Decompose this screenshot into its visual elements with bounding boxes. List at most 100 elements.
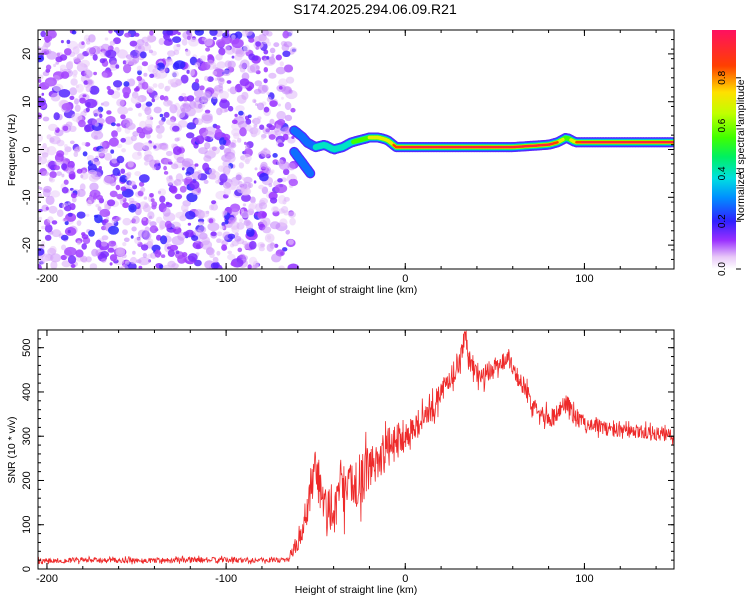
noise-blob [227, 60, 236, 69]
noise-blob [191, 81, 200, 91]
noise-blob [197, 221, 203, 226]
noise-blob [204, 37, 213, 47]
noise-blob [125, 122, 136, 130]
noise-blob [277, 103, 281, 107]
noise-blob [142, 142, 153, 151]
noise-blob [285, 229, 291, 235]
noise-blob [97, 148, 105, 157]
noise-blob [245, 144, 250, 150]
y-tick-label: 0 [21, 146, 33, 152]
noise-blob [288, 89, 293, 94]
noise-blob [235, 105, 245, 112]
noise-blob [69, 95, 75, 100]
noise-blob [211, 92, 219, 100]
noise-blob [83, 80, 89, 85]
noise-blob [173, 179, 182, 186]
noise-blob [144, 106, 152, 116]
noise-blob [258, 202, 268, 210]
noise-blob [153, 106, 162, 114]
signal-track-segment [553, 141, 559, 145]
colorbar-gradient [712, 30, 736, 269]
noise-blob [137, 45, 142, 50]
noise-blob [281, 96, 284, 100]
noise-blob [60, 71, 70, 79]
noise-blob [181, 203, 189, 213]
noise-blob [61, 244, 67, 251]
noise-blob [48, 123, 58, 131]
noise-blob [61, 103, 72, 111]
noise-blob [291, 136, 295, 139]
noise-blob [194, 259, 202, 267]
noise-blob [266, 91, 270, 96]
snr-x-axis-label: Height of straight line (km) [295, 584, 418, 596]
noise-blob [138, 174, 150, 183]
noise-blob [154, 72, 161, 80]
noise-blob [80, 255, 88, 263]
noise-blob [215, 179, 221, 184]
x-tick-label: -200 [36, 573, 58, 585]
noise-blob [59, 64, 67, 71]
noise-blob [167, 50, 176, 57]
noise-blob [207, 76, 214, 82]
noise-blob [272, 153, 278, 158]
noise-blob [239, 253, 246, 259]
noise-blob [39, 187, 43, 190]
noise-blob [142, 204, 151, 213]
noise-blob [64, 205, 72, 212]
colorbar-tick-label: 0.0 [717, 262, 728, 276]
noise-blob [202, 162, 210, 172]
noise-blob [192, 171, 202, 181]
noise-blob [85, 107, 90, 113]
noise-blob [261, 136, 264, 140]
noise-blob [289, 47, 298, 53]
noise-blob [216, 61, 226, 69]
noise-blob [138, 112, 142, 117]
noise-blob [48, 205, 58, 214]
noise-blob [59, 54, 68, 61]
noise-blob [96, 194, 103, 201]
noise-blob [284, 101, 292, 111]
noise-blob [150, 198, 155, 203]
noise-blob [187, 253, 198, 262]
noise-blob [242, 203, 247, 207]
noise-blob [116, 98, 125, 107]
noise-blob [269, 100, 278, 107]
noise-blob [100, 43, 111, 53]
noise-blob [116, 143, 123, 148]
noise-blob [93, 71, 97, 76]
noise-blob [152, 166, 157, 171]
noise-blob [64, 48, 72, 56]
noise-blob [81, 142, 87, 146]
noise-blob [76, 168, 83, 174]
noise-blob [219, 225, 225, 230]
noise-blob [255, 41, 261, 47]
noise-blob [86, 41, 91, 45]
noise-blob [43, 185, 52, 193]
noise-blob [229, 86, 237, 95]
noise-blob [199, 55, 207, 62]
noise-blob [235, 48, 244, 56]
noise-blob [49, 136, 61, 145]
noise-blob [50, 253, 62, 263]
noise-blob [136, 126, 143, 134]
y-tick-label: 400 [21, 383, 33, 401]
noise-blob [138, 181, 145, 187]
noise-blob [171, 163, 179, 170]
noise-blob [107, 199, 116, 207]
noise-blob [279, 161, 290, 171]
noise-blob [131, 226, 137, 232]
noise-blob [122, 86, 131, 96]
noise-blob [257, 241, 266, 249]
noise-blob [246, 227, 255, 237]
noise-blob [227, 88, 231, 92]
noise-blob [161, 145, 169, 151]
noise-blob [274, 183, 288, 194]
noise-blob [172, 36, 182, 43]
noise-blob [193, 229, 203, 236]
noise-blob [141, 61, 148, 67]
y-tick-label: -20 [21, 237, 33, 253]
noise-speckle-layer [38, 30, 300, 269]
noise-blob [236, 222, 245, 230]
noise-blob [89, 263, 98, 269]
noise-blob [186, 132, 195, 139]
